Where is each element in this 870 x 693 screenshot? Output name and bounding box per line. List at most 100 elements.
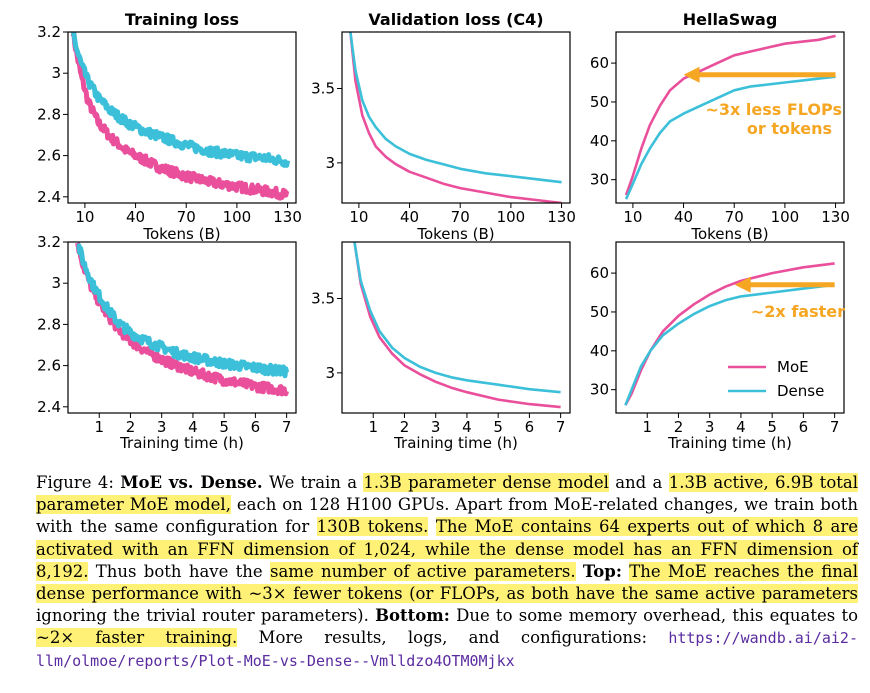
x-tick-label: 5 [219,418,229,436]
x-tick-label: 100 [497,208,526,226]
panel-training-loss-time: Training time (h) 1 2 3 4 5 6 7 2.4 2.6 2.8 3 3.2 [37,233,297,452]
y-tick-label: 3.2 [37,233,61,251]
x-axis-label: Training time (h) [667,434,792,452]
x-tick-label: 130 [547,208,576,226]
caption-highlight: 1.3B parameter dense model [363,473,609,492]
caption-text: ignoring the trivial router parameters). [36,606,369,626]
x-axis-label: Tokens (B) [690,225,768,243]
x-tick-label: 7 [556,418,566,436]
x-tick-label: 1 [94,418,104,436]
x-tick-label: 4 [188,418,198,436]
caption-text: We train a [268,473,358,492]
x-tick-label: 4 [736,418,746,436]
x-tick-label: 7 [282,418,292,436]
y-tick-label: 60 [590,264,609,282]
panel-validation-loss-tokens: Validation loss (C4) Tokens (B) 10 40 70 10… [311,10,576,243]
x-tick-label: 10 [349,208,368,226]
panel-title: Validation loss (C4) [368,10,543,29]
x-tick-label: 4 [462,418,472,436]
caption-bottom-label: Bottom: [375,606,450,626]
y-tick-label: 3 [51,64,61,82]
series-line-moe [353,242,561,409]
x-tick-label: 3 [431,418,441,436]
y-tick-label: 3 [51,274,61,292]
caption-highlight: same number of active parameters. [270,561,576,581]
y-tick-label: 50 [590,303,609,321]
x-tick-label: 3 [705,418,715,436]
series-line-moe [624,262,835,406]
x-tick-label: 1 [642,418,652,436]
plot-frame [341,31,571,204]
plot-frame [615,31,845,204]
x-tick-label: 1 [368,418,378,436]
x-tick-label: 5 [767,418,777,436]
x-tick-label: 5 [493,418,503,436]
panel-hellaswag-tokens: HellaSwag Tokens (B) 10 40 70 100 130 30 40 50 6… [590,10,850,243]
figure-charts: Training loss Tokens (B) 10 40 70 100 130 2.4… [37,10,850,452]
y-tick-label: 3 [325,154,335,172]
caption-link[interactable]: https://wandb.ai/ai2-llm/olmoe/reports/P… [36,629,858,670]
y-tick-label: 40 [590,132,609,150]
figure-caption: Figure 4: MoE vs. Dense. We train a 1.3B… [36,472,859,672]
y-tick-label: 50 [590,93,609,111]
x-tick-label: 2 [674,418,684,436]
annotation-arrow-head [734,276,751,293]
y-tick-label: 60 [590,54,609,72]
x-tick-label: 2 [126,418,136,436]
panel-training-loss-tokens: Training loss Tokens (B) 10 40 70 100 130 2.4… [37,10,302,243]
y-tick-label: 2.4 [37,188,61,206]
series-line-dense [353,242,561,394]
annotation-line-1: ~2x faster [751,302,845,321]
y-tick-label: 40 [590,342,609,360]
x-tick-label: 6 [525,418,535,436]
x-axis-label: Tokens (B) [416,225,494,243]
panel-hellaswag-time: Training time (h) 1 2 3 4 5 6 7 30 40 50 60 [590,241,845,452]
annotation-arrow-head [683,66,700,83]
series-line-moe [349,32,562,203]
y-tick-label: 3.2 [37,23,61,41]
x-tick-label: 40 [400,208,419,226]
y-tick-label: 3.5 [311,80,335,98]
panel-title: Training loss [125,10,239,29]
x-tick-label: 100 [223,208,252,226]
y-tick-label: 2.4 [37,398,61,416]
x-tick-label: 70 [451,208,470,226]
y-tick-label: 2.6 [37,147,61,165]
x-tick-label: 70 [725,208,744,226]
caption-top-label: Top: [582,561,622,581]
x-tick-label: 10 [623,208,642,226]
annotation-time: ~2x faster [751,302,845,321]
x-tick-label: 130 [273,208,302,226]
series-line-moe [75,242,289,397]
panel-validation-loss-time: Training time (h) 1 2 3 4 5 6 7 3 3.5 [311,241,571,452]
caption-text: Thus both have the [95,561,263,581]
y-tick-label: 3.5 [311,290,335,308]
caption-text: Due to some memory overhead, this equate… [456,606,859,626]
x-tick-label: 2 [400,418,410,436]
x-tick-label: 40 [126,208,145,226]
series-line-moe [70,32,290,201]
y-tick-label: 3 [325,364,335,382]
x-tick-label: 70 [177,208,196,226]
caption-text: each on 128 H100 GPUs. Apart from MoE-re… [36,495,859,537]
series-line-dense [75,243,290,379]
legend-moe-label: MoE [777,358,809,376]
caption-text: More results, logs, and configurations: [258,628,648,648]
annotation-line-1: ~3x less FLOPs [705,100,842,119]
legend: MoE Dense [728,358,824,400]
series-line-dense [624,75,836,200]
plot-frame [67,31,297,204]
x-tick-label: 6 [799,418,809,436]
x-tick-label: 6 [251,418,261,436]
x-axis-label: Training time (h) [393,434,518,452]
x-axis-label: Tokens (B) [142,225,220,243]
annotation-tokens: ~3x less FLOPs or tokens [705,100,842,138]
annotation-line-2: or tokens [747,119,832,138]
caption-title: MoE vs. Dense. [120,473,263,492]
x-axis-label: Training time (h) [119,434,244,452]
y-tick-label: 2.8 [37,315,61,333]
x-tick-label: 10 [75,208,94,226]
plot-frame [341,241,571,414]
panel-title: HellaSwag [683,10,778,29]
y-tick-label: 2.8 [37,105,61,123]
